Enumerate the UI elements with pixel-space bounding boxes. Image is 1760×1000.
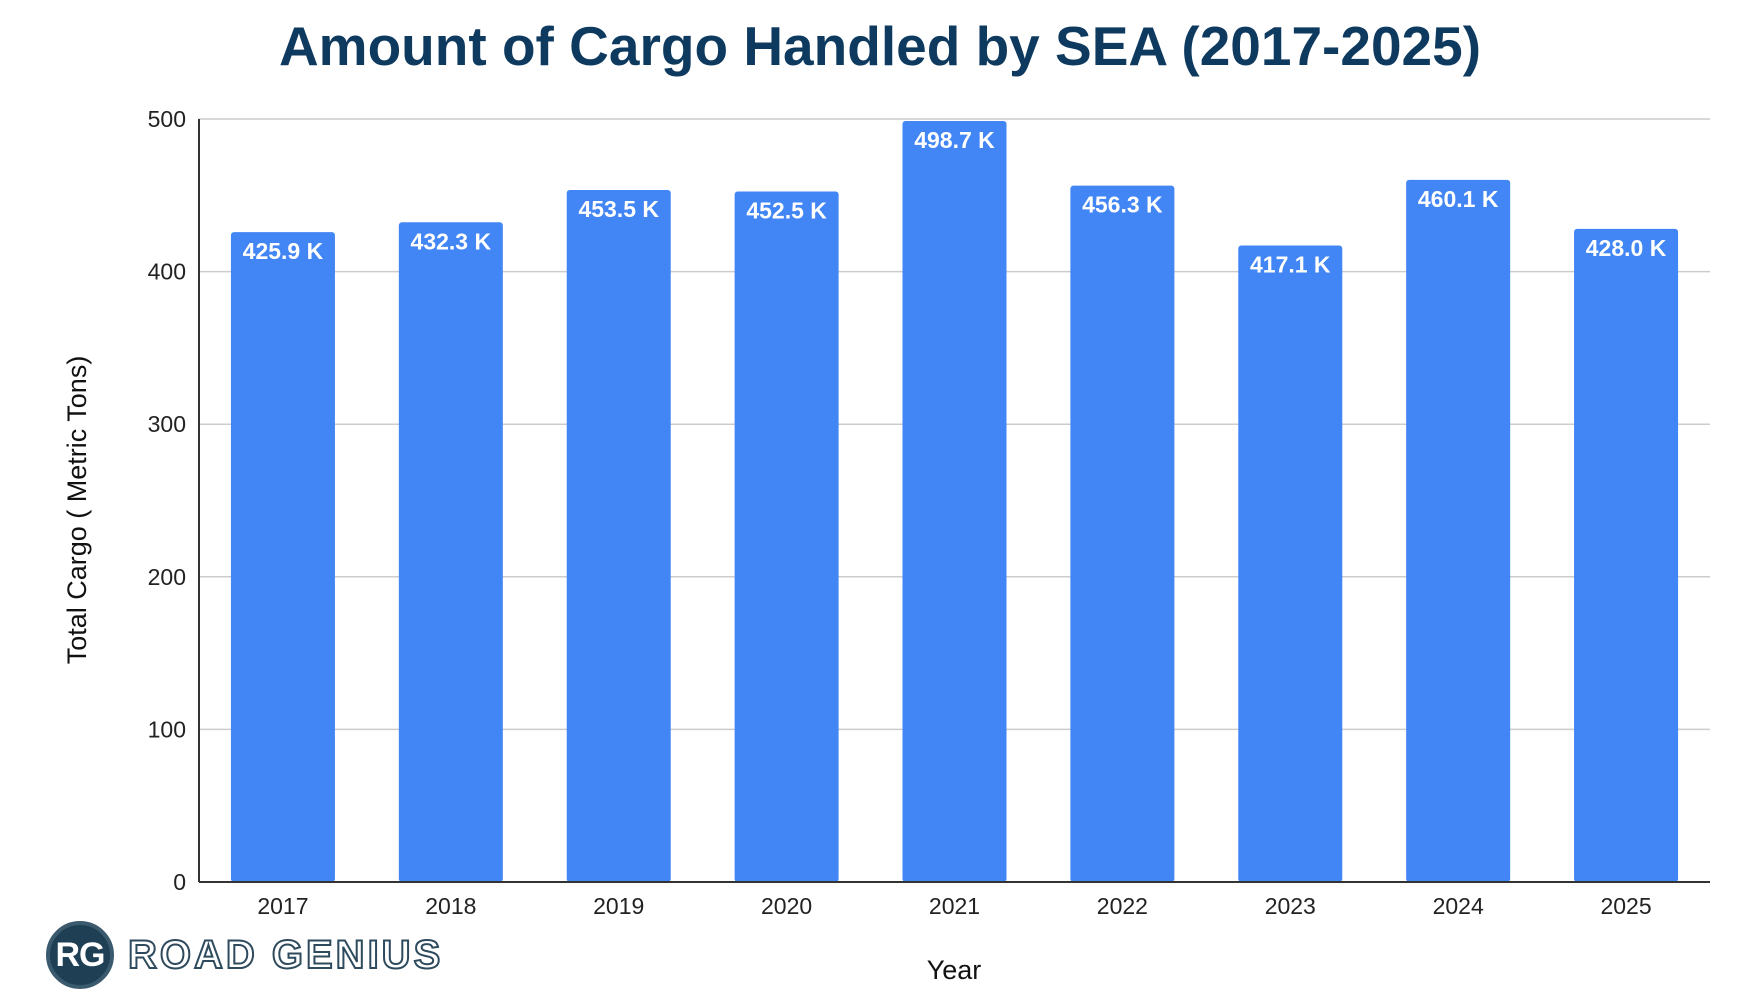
chart-title: Amount of Cargo Handled by SEA (2017-202… (278, 15, 1482, 77)
x-tick-label: 2022 (1097, 893, 1148, 919)
x-tick-label: 2018 (425, 893, 476, 919)
data-label: 432.3 K (411, 228, 492, 254)
bar (1238, 245, 1343, 883)
data-label: 417.1 K (1250, 252, 1331, 278)
x-tick-label: 2017 (257, 893, 308, 919)
axes: 0 100 200 300 400 500 2017 2018 2019 2020 2021 2022… (148, 106, 1710, 919)
logo-badge-icon: RG (46, 921, 114, 989)
x-tick-label: 2019 (593, 893, 644, 919)
y-tick-label: 100 (148, 716, 186, 742)
bar (902, 120, 1007, 882)
data-label: 498.7 K (914, 127, 995, 153)
x-tick-label: 2025 (1600, 893, 1651, 919)
bar (1574, 228, 1679, 882)
bar (1406, 179, 1511, 883)
data-label: 453.5 K (578, 196, 659, 222)
x-tick-label: 2023 (1265, 893, 1316, 919)
data-label: 452.5 K (746, 197, 827, 223)
y-tick-label: 0 (173, 869, 186, 895)
x-tick-label: 2021 (929, 893, 980, 919)
x-axis-title: Year (927, 955, 982, 985)
y-tick-label: 200 (148, 564, 186, 590)
bars: 425.9 K 432.3 K 453.5 K 452.5 K 498.7 K 456.3… (230, 120, 1679, 883)
data-label: 428.0 K (1586, 235, 1667, 261)
x-tick-label: 2020 (761, 893, 812, 919)
data-label: 456.3 K (1082, 192, 1163, 218)
bar (566, 189, 671, 883)
x-tick-label: 2024 (1433, 893, 1484, 919)
bar (734, 191, 839, 883)
logo-wordmark: ROAD GENIUS (127, 932, 444, 978)
road-genius-logo: RG ROAD GENIUS (46, 916, 443, 994)
y-tick-label: 500 (148, 106, 186, 132)
bar (230, 232, 335, 882)
y-tick-label: 400 (148, 259, 186, 285)
bar (398, 222, 503, 883)
bar (1070, 185, 1175, 882)
data-label: 460.1 K (1418, 186, 1499, 212)
y-tick-label: 300 (148, 411, 186, 437)
y-axis-title: Total Cargo ( Metric Tons) (62, 356, 92, 665)
data-label: 425.9 K (243, 238, 324, 264)
logo-initials: RG (55, 935, 106, 974)
